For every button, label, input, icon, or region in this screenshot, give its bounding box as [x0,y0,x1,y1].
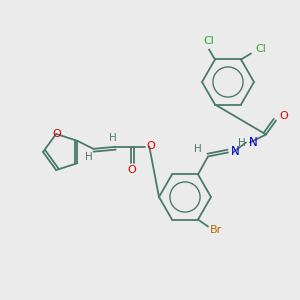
Text: H: H [110,133,117,143]
Text: N: N [231,145,239,158]
Text: O: O [53,129,62,139]
Text: O: O [146,141,155,151]
Text: Cl: Cl [256,44,266,55]
Text: Br: Br [210,224,222,235]
Text: O: O [280,112,288,122]
Text: H: H [238,139,246,148]
Text: H: H [194,145,202,154]
Text: H: H [85,152,93,162]
Text: N: N [249,136,257,149]
Text: O: O [127,165,136,175]
Text: Cl: Cl [204,37,214,46]
